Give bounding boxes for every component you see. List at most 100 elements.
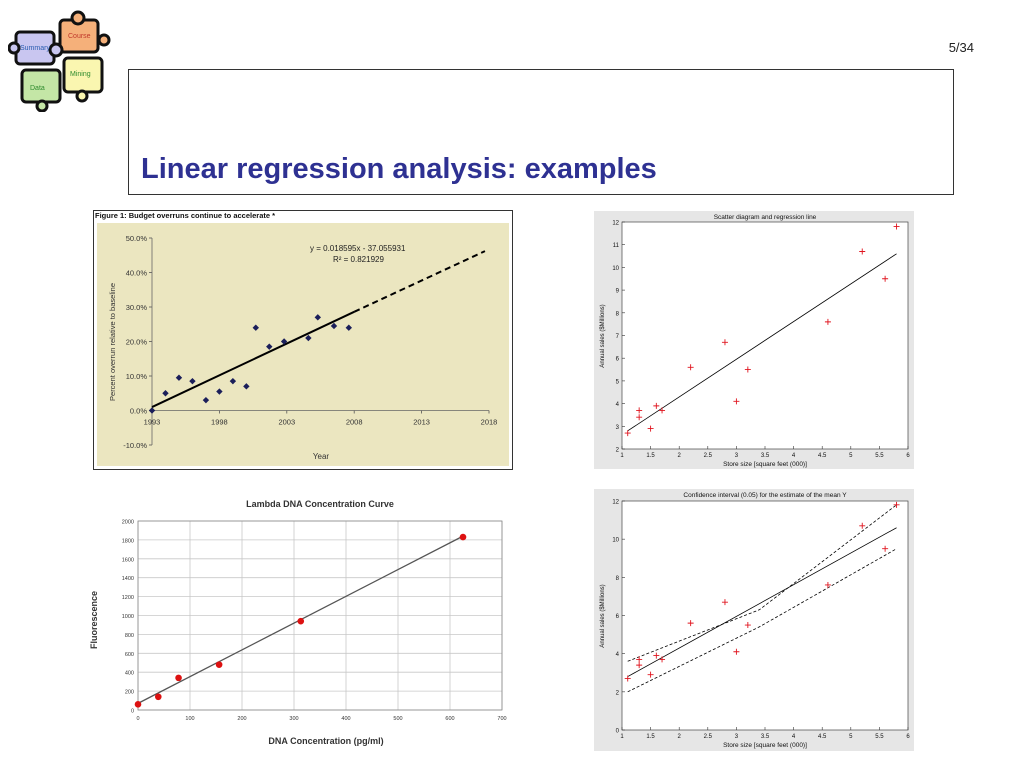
data-point: [636, 656, 643, 663]
y-axis-label: Annual sales ($Millions): [600, 584, 606, 647]
y-tick-label: 20.0%: [126, 338, 148, 347]
chart-confidence-interval: Confidence interval (0.05) for the estim…: [594, 489, 914, 751]
upper-confidence-band: [627, 504, 897, 662]
logo-label-mining: Mining: [70, 71, 91, 78]
data-point: [893, 223, 900, 230]
data-point: [243, 383, 250, 390]
data-point: [647, 425, 654, 432]
data-point: [859, 522, 866, 529]
y-tick-label: 4: [616, 652, 620, 658]
x-tick-label: 400: [341, 716, 350, 722]
data-point: [824, 581, 831, 588]
x-tick-label: 4.5: [818, 453, 827, 459]
data-point: [893, 501, 900, 508]
x-tick-label: 2.5: [704, 453, 713, 459]
data-point: [882, 545, 889, 552]
data-point: [280, 338, 288, 345]
y-tick-label: 4: [616, 402, 620, 408]
y-tick-label: 800: [125, 633, 134, 639]
data-point: [330, 322, 338, 330]
x-tick-label: 2: [678, 453, 682, 459]
y-tick-label: 1000: [122, 614, 134, 620]
data-point: [659, 656, 666, 663]
data-point: [744, 366, 751, 373]
data-point: [721, 339, 728, 346]
regression-equation: y = 0.018595x - 37.055931: [310, 244, 406, 253]
data-point: [653, 652, 660, 659]
y-tick-label: 200: [125, 690, 134, 696]
data-point: [636, 662, 643, 669]
trend-line: [151, 310, 355, 408]
slide-title: Linear regression analysis: examples: [141, 153, 657, 185]
data-point: [882, 275, 889, 282]
lower-confidence-band: [627, 548, 897, 693]
x-tick-label: 5: [849, 734, 853, 740]
data-point: [252, 324, 259, 331]
y-tick-label: 10: [612, 266, 619, 272]
x-tick-label: 4: [792, 453, 796, 459]
data-point: [859, 248, 866, 255]
chart-budget-overruns: Figure 1: Budget overruns continue to ac…: [93, 210, 513, 470]
x-tick-label: 5: [849, 453, 853, 459]
data-point: [744, 622, 751, 629]
x-tick-label: 100: [185, 716, 194, 722]
page-number: 5/34: [948, 40, 974, 55]
chart-title: Lambda DNA Concentration Curve: [246, 499, 394, 509]
puzzle-knob: [8, 41, 21, 55]
y-tick-label: 6: [616, 614, 620, 620]
y-tick-label: 5: [616, 379, 620, 385]
x-tick-label: 2008: [346, 418, 363, 427]
chart-lambda-dna: Lambda DNA Concentration Curve 0 200 400 60…: [86, 492, 510, 754]
x-tick-label: 3.5: [761, 734, 770, 740]
x-tick-label: 1.5: [646, 734, 655, 740]
y-tick-label: 2: [616, 448, 620, 454]
x-tick-label: 700: [497, 716, 506, 722]
y-tick-label: 12: [612, 500, 619, 506]
data-point: [459, 533, 467, 541]
regression-line: [627, 527, 897, 677]
data-point: [305, 334, 312, 342]
data-point: [175, 674, 182, 682]
y-tick-label: 8: [616, 576, 620, 582]
x-tick-label: 2013: [413, 418, 430, 427]
y-axis-label: Percent overrun relative to baseline: [108, 283, 117, 401]
data-point: [202, 396, 210, 404]
title-box: Linear regression analysis: examples: [128, 69, 954, 195]
x-tick-label: 2: [678, 734, 682, 740]
x-tick-label: 4: [792, 734, 796, 740]
y-tick-label: 400: [125, 671, 134, 677]
data-point: [636, 414, 643, 421]
data-point: [721, 599, 728, 606]
y-tick-label: 2: [616, 690, 620, 696]
y-tick-label: 3: [616, 425, 620, 431]
x-tick-label: 1998: [211, 418, 228, 427]
x-tick-label: 600: [445, 716, 454, 722]
y-tick-label: 2000: [122, 520, 134, 526]
puzzle-knob: [48, 42, 64, 58]
y-tick-label: 11: [613, 243, 620, 249]
y-tick-label: 1200: [122, 595, 134, 601]
puzzle-knob: [70, 10, 86, 26]
data-point: [624, 430, 631, 437]
puzzle-knob: [75, 89, 89, 103]
x-tick-label: 2003: [278, 418, 295, 427]
data-point: [624, 675, 631, 682]
y-tick-label: 1600: [122, 557, 134, 563]
logo-label-course: Course: [68, 33, 91, 40]
chart-title: Figure 1: Budget overruns continue to ac…: [95, 211, 275, 220]
y-tick-label: 600: [125, 652, 134, 658]
x-tick-label: 5.5: [875, 453, 884, 459]
x-tick-label: 1: [620, 734, 624, 740]
x-tick-label: 6: [906, 734, 910, 740]
data-point: [687, 620, 694, 627]
chart-background: [86, 492, 510, 754]
data-point: [148, 407, 156, 414]
x-tick-label: 1.5: [646, 453, 655, 459]
r-squared-label: R² = 0.821929: [333, 255, 384, 264]
trend-line-projection: [353, 250, 486, 313]
x-axis-label: Year: [313, 452, 330, 461]
y-axis-label: Fluorescence: [89, 591, 99, 649]
y-tick-label: 10.0%: [126, 372, 148, 381]
y-tick-label: 0: [131, 709, 134, 715]
y-tick-label: 50.0%: [126, 234, 148, 243]
